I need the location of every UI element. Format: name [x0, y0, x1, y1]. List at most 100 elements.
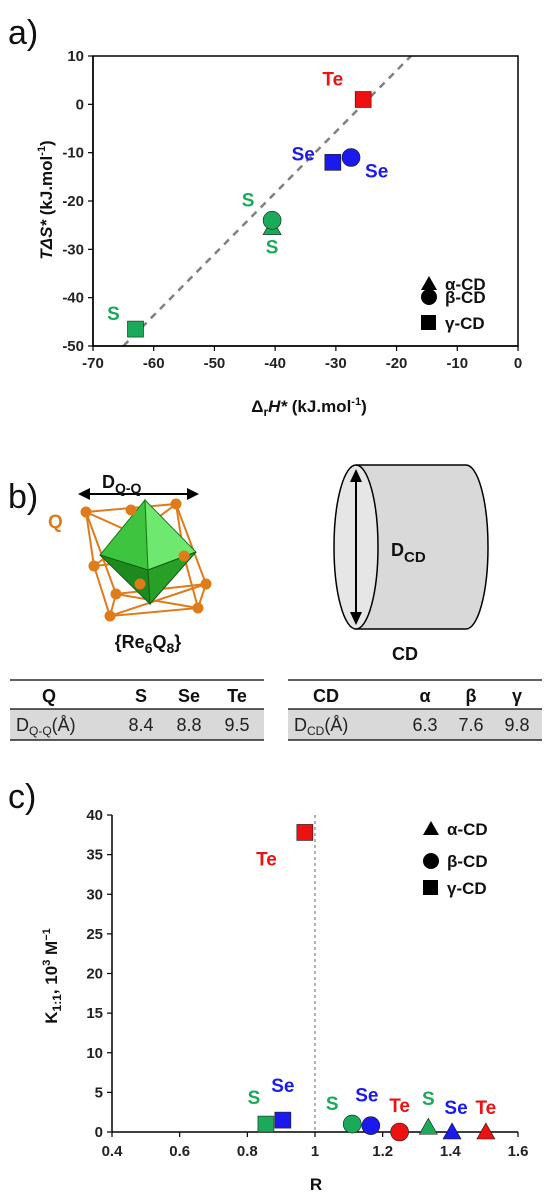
chart-c-y-label: K1:1, 103 M−1 — [41, 928, 64, 1024]
chart-a-point-label: Te — [322, 70, 343, 91]
table-left: Q S Se Te DQ-Q(Å) 8.4 8.8 9.5 — [10, 679, 264, 741]
chart-c-point-se-alpha — [442, 1122, 462, 1140]
chart-c-point-label: Te — [475, 1098, 496, 1119]
chart-a-y-tick-label: -40 — [62, 290, 84, 307]
table-left-header-3: Te — [227, 686, 247, 706]
table-right-row-bg — [288, 709, 542, 740]
chart-c: 0.4 0.6 0.8 1 1.2 1.4 1.6 40 35 30 25 20 15 10 5 0 Te S… — [41, 807, 528, 1194]
panel-label-c: c) — [8, 778, 36, 816]
chart-c-point-te-gamma — [296, 824, 314, 841]
dqq-arrow-head-left — [78, 488, 90, 500]
dqq-arrow-head-right — [187, 488, 199, 500]
table-left-row-bg — [10, 709, 264, 740]
chart-c-x-tick-label: 0.6 — [169, 1143, 190, 1160]
cd-cylinder-body — [356, 464, 489, 630]
chart-a-legend: α-CD β-CD γ-CD — [421, 275, 486, 333]
chart-a-y-tick-label: -10 — [62, 145, 84, 162]
chart-a-y-tick-label: -20 — [62, 193, 84, 210]
chart-a-y-tick-label: 10 — [67, 48, 84, 65]
table-left-value-1: 8.8 — [176, 715, 201, 735]
q-atoms — [80, 498, 212, 622]
chart-c-x-tick-label: 0.4 — [102, 1143, 124, 1160]
chart-c-point-s-beta — [342, 1114, 362, 1134]
chart-c-point-label: S — [326, 1094, 339, 1115]
table-left-header-0: Q — [42, 686, 56, 706]
chart-a-x-tick-label: -10 — [446, 355, 468, 372]
table-right-header-3: γ — [512, 686, 522, 706]
chart-c-point-s-gamma — [257, 1115, 275, 1133]
chart-c-x-tick-label: 1.6 — [508, 1143, 529, 1160]
chart-a-point-se-gamma — [324, 154, 342, 171]
legend-square-marker — [421, 315, 436, 330]
octahedron-face-4 — [147, 551, 197, 606]
chart-c-point-se-beta — [361, 1116, 381, 1135]
chart-c-y-tick-label: 5 — [95, 1084, 103, 1101]
cd-name-label: CD — [392, 644, 418, 664]
chart-c-y-tick-label: 15 — [86, 1005, 103, 1022]
chart-c-x-tick-label: 1.4 — [440, 1143, 462, 1160]
chart-c-point-label: S — [422, 1089, 435, 1110]
table-right-value-2: 9.8 — [504, 715, 529, 735]
chart-a-point-label: Se — [292, 144, 315, 165]
chart-c-point-label: Te — [256, 849, 277, 870]
table-left-row-label: DQ-Q(Å) — [16, 715, 76, 738]
table-left-value-0: 8.4 — [128, 715, 153, 735]
legend-gamma-label: γ-CD — [445, 314, 485, 333]
chart-c-y-tick-label: 35 — [86, 847, 103, 864]
chart-c-point-te-alpha — [476, 1122, 496, 1140]
panel-label-a: a) — [8, 14, 38, 52]
re6q8-formula: {Re6Q8} — [115, 632, 182, 656]
panel-label-b: b) — [8, 478, 38, 516]
legend-alpha-label: α-CD — [445, 275, 486, 294]
chart-c-point-label: S — [248, 1088, 261, 1109]
chart-a-y-tick-label: -50 — [62, 338, 84, 355]
legend-triangle-marker — [423, 821, 439, 835]
chart-a-point-se-beta — [341, 148, 361, 167]
chart-a-point-label: S — [107, 304, 120, 325]
chart-c-y-tick-label: 20 — [86, 966, 103, 983]
legend-beta-label: β-CD — [445, 288, 486, 307]
chart-c-y-tick-label: 40 — [86, 807, 103, 824]
dcd-label: DCD — [391, 540, 426, 566]
table-left-header-1: S — [135, 686, 147, 706]
chart-a-y-label: TΔS* (kJ.mol-1) — [36, 140, 56, 259]
chart-a-y-tick-label: 0 — [76, 96, 84, 113]
chart-c-y-tick-label: 10 — [86, 1045, 103, 1062]
chart-a-y-tick-label: -30 — [62, 241, 84, 258]
chart-c-point-label: Se — [271, 1076, 294, 1097]
chart-c-point-se-gamma — [274, 1111, 292, 1129]
legend-triangle-marker — [421, 276, 437, 290]
dcd-arrow-head-top — [350, 469, 362, 482]
chart-c-point-label: Se — [355, 1086, 378, 1107]
legend-circle-marker — [423, 853, 439, 869]
chart-c-y-tick-label: 25 — [86, 926, 103, 943]
table-left-header-2: Se — [178, 686, 200, 706]
table-right-header-2: β — [466, 686, 477, 706]
chart-a-x-tick-label: -50 — [204, 355, 226, 372]
chart-c-y-tick-label: 0 — [95, 1124, 103, 1141]
chart-a-x-tick-label: -40 — [264, 355, 286, 372]
chart-a-x-tick-label: -70 — [82, 355, 104, 372]
re6q8-cluster-illustration: DQ-Q Q — [48, 472, 212, 656]
chart-c-x-label: R — [310, 1175, 322, 1194]
chart-a: -70 -60 -50 -40 -30 -20 -10 0 10 0 -10 -20 -30 -40 -5… — [36, 48, 522, 419]
legend-gamma-label: γ-CD — [447, 879, 487, 898]
chart-a-point-label: Se — [365, 162, 388, 183]
chart-a-point-s-beta — [262, 211, 282, 230]
table-right-header-1: α — [419, 686, 430, 706]
chart-a-x-tick-label: 0 — [514, 355, 522, 372]
chart-a-x-tick-label: -20 — [386, 355, 408, 372]
legend-beta-label: β-CD — [447, 852, 488, 871]
table-right-value-0: 6.3 — [412, 715, 437, 735]
chart-c-x-tick-label: 1 — [311, 1143, 319, 1160]
legend-circle-marker — [421, 289, 437, 305]
dqq-label: DQ-Q — [102, 472, 142, 496]
chart-a-point-label: S — [266, 238, 279, 259]
chart-a-x-tick-label: -30 — [325, 355, 347, 372]
chart-c-legend: α-CD β-CD γ-CD — [423, 820, 488, 898]
chart-c-x-tick-label: 1.2 — [372, 1143, 393, 1160]
table-right-row-label: DCD(Å) — [294, 715, 348, 738]
table-right: CD α β γ DCD(Å) 6.3 7.6 9.8 — [288, 679, 542, 741]
chart-c-point-te-beta — [390, 1122, 409, 1142]
